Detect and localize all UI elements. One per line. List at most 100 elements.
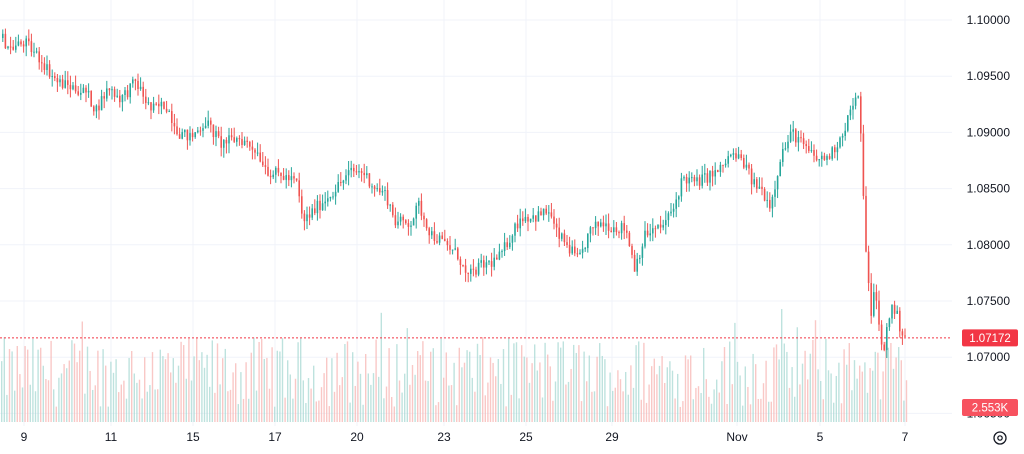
volume-bar: [305, 402, 307, 422]
candle-body: [659, 224, 662, 228]
candle-body: [178, 134, 181, 139]
volume-bar: [172, 358, 174, 422]
volume-bar: [822, 399, 824, 422]
candle-body: [238, 138, 241, 140]
candle-body: [228, 135, 230, 144]
candle-body: [459, 259, 462, 265]
volume-bar: [138, 379, 141, 422]
volume-bar: [588, 355, 590, 422]
volume-bar: [817, 369, 819, 422]
volume-bar: [255, 390, 258, 422]
candle-body: [594, 221, 597, 229]
x-axis[interactable]: 9 11 15 17 20 23 25 29 Nov 5 7: [21, 430, 909, 444]
candle-body: [90, 90, 92, 107]
candle-body: [215, 131, 217, 138]
candle-body: [272, 174, 274, 178]
volume-bar: [840, 403, 843, 422]
volume-bar: [424, 380, 427, 422]
volume-bar: [526, 357, 528, 422]
candle-body: [769, 199, 771, 209]
candle-body: [67, 80, 69, 85]
candle-body: [428, 228, 430, 236]
candle-body: [220, 136, 222, 148]
candle-body: [511, 235, 514, 243]
candle-body: [451, 249, 454, 251]
volume-bar: [619, 379, 622, 422]
volume-bar: [505, 406, 507, 422]
volume-bar: [679, 406, 681, 422]
volume-bar: [414, 374, 416, 422]
volume-bar: [573, 344, 575, 422]
volume-bar: [294, 378, 297, 422]
volume-bar: [885, 341, 887, 422]
volume-bar: [380, 312, 382, 422]
candle-body: [542, 208, 545, 216]
volume-bar: [349, 402, 351, 422]
candle-body: [202, 128, 204, 131]
volume-bar: [866, 392, 869, 422]
candle-body: [386, 190, 389, 206]
candle-body: [618, 232, 620, 234]
x-tick-label: 7: [902, 430, 909, 444]
volume-bar: [739, 375, 741, 422]
candle-body: [584, 248, 586, 250]
volume-bar: [471, 377, 473, 422]
volume-bar: [50, 340, 52, 422]
candle-body: [405, 220, 407, 224]
candle-body: [176, 126, 178, 135]
candle-body: [418, 200, 420, 206]
volume-bar: [807, 379, 809, 422]
candle-body: [358, 171, 360, 173]
candle-body: [298, 180, 300, 197]
x-tick-label: 11: [105, 430, 118, 444]
volume-bar: [653, 358, 655, 422]
volume-bar: [448, 385, 450, 422]
candle-body: [425, 219, 428, 229]
volume-bar: [882, 371, 884, 422]
candle-body: [259, 152, 261, 162]
volume-bar: [183, 345, 185, 422]
candle-body: [379, 188, 381, 193]
volume-bar: [622, 391, 624, 422]
candle-body: [360, 171, 363, 173]
candle-body: [69, 84, 72, 90]
x-tick-label: 23: [437, 430, 451, 444]
settings-button[interactable]: [993, 431, 1007, 445]
volume-bar: [352, 352, 354, 422]
y-axis[interactable]: 1.10000 1.09500 1.09000 1.08500 1.08000 1.075…: [967, 13, 1011, 420]
candle-body: [212, 124, 215, 138]
volume-bar: [874, 351, 876, 422]
volume-bar: [14, 390, 16, 422]
volume-bar: [708, 396, 710, 422]
candle-body: [724, 163, 727, 166]
volume-bar: [812, 340, 814, 422]
volume-bar: [469, 351, 471, 422]
candles: [2, 28, 906, 359]
volume-bar: [510, 394, 512, 422]
candle-body: [64, 80, 66, 88]
candle-body: [672, 208, 675, 212]
volume-bar: [905, 380, 908, 422]
volume-bar: [224, 348, 226, 422]
volume-bar: [123, 380, 125, 422]
candle-body: [184, 129, 186, 133]
candle-body: [784, 148, 787, 150]
candle-body: [904, 335, 906, 337]
volume-bar: [359, 373, 362, 422]
volume-bar: [339, 385, 341, 422]
volume-bar: [398, 380, 401, 422]
volume-bar: [773, 347, 775, 422]
volume-bar: [58, 377, 60, 422]
candle-body: [821, 155, 823, 160]
volume-bar: [8, 349, 11, 422]
volume-bar: [463, 362, 466, 422]
candle-body: [470, 268, 472, 274]
volume-bar: [791, 367, 793, 422]
volume-bar: [279, 351, 281, 422]
candle-body: [132, 79, 134, 84]
candle-body: [199, 130, 202, 132]
volume-bar: [162, 356, 164, 422]
volume-bar: [575, 352, 577, 422]
